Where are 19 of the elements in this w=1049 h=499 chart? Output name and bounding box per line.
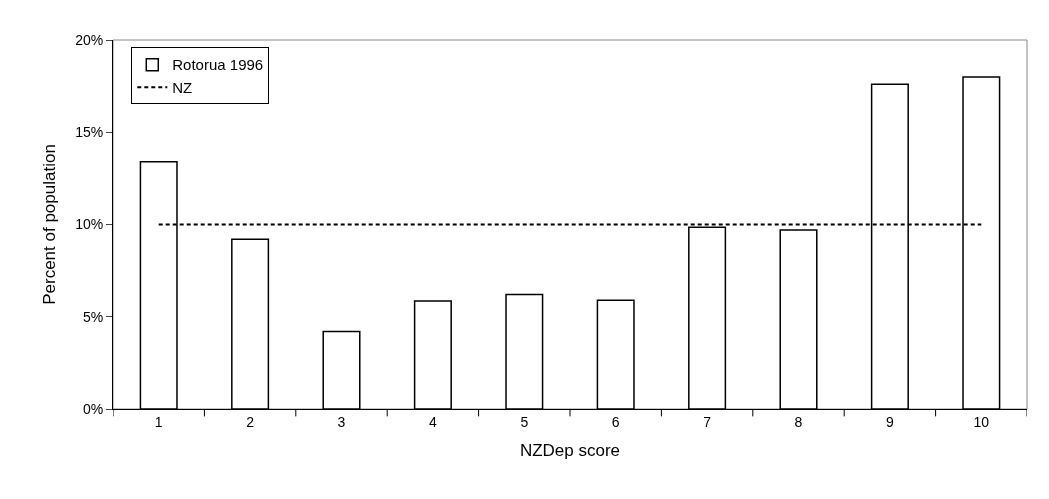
x-tick-label: 4 [429,413,437,430]
x-tick-label: 7 [703,413,712,430]
x-tick-label: 5 [520,413,529,430]
x-tick-label: 6 [611,413,620,430]
y-tick-label: 15% [75,124,104,141]
x-tick-label: 9 [886,413,894,430]
x-tick-label: 3 [337,413,346,430]
legend-label: Rotorua 1996 [172,56,264,74]
legend-label: NZ [172,78,193,96]
y-tick-label: 0% [82,400,104,417]
x-tick-label: 2 [246,413,255,430]
x-tick-label: 8 [794,413,803,430]
y-tick-label: 10% [75,216,104,233]
x-tick-label: 1 [154,413,163,430]
x-tick-label: 10 [973,413,990,430]
y-axis-title: Percent of population [39,144,59,305]
x-axis-title: NZDep score [519,441,621,461]
y-tick-label: 20% [75,31,104,48]
y-tick-label: 5% [82,308,104,325]
